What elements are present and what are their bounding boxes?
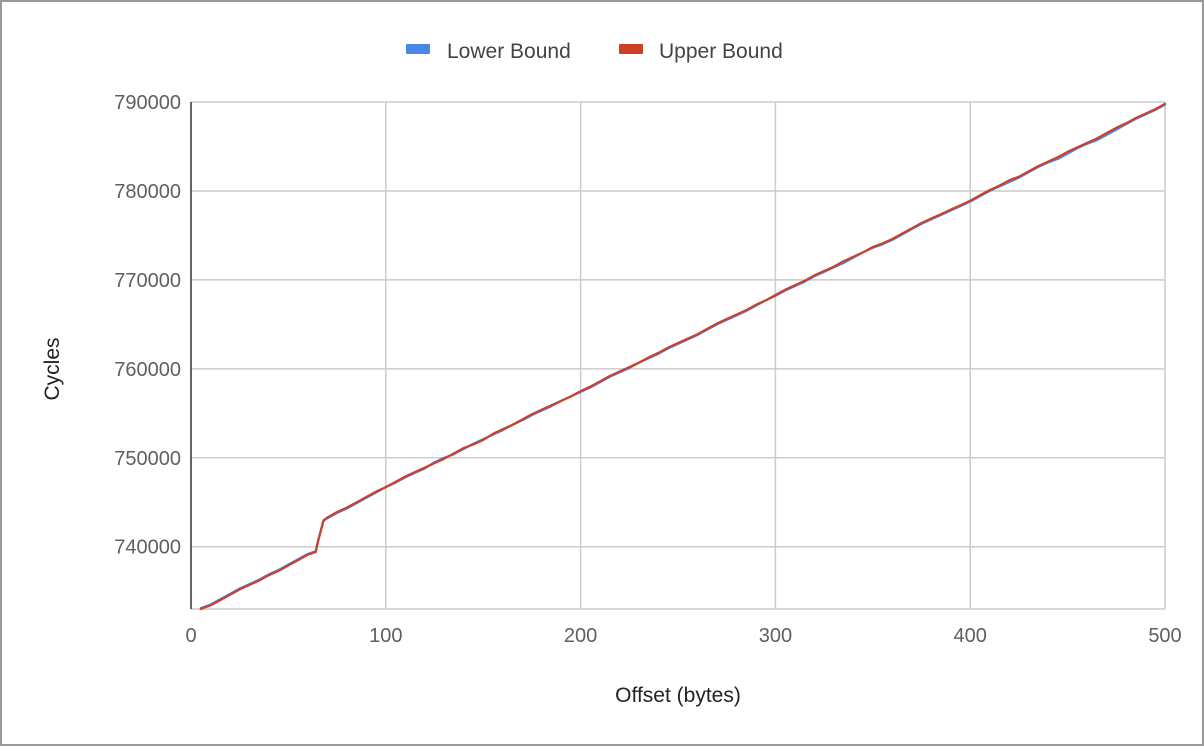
x-axis-title: Offset (bytes)	[615, 684, 741, 707]
y-tick-label: 770000	[114, 270, 181, 292]
x-tick-label: 400	[954, 625, 987, 647]
y-axis-title: Cycles	[41, 337, 64, 400]
legend-label: Upper Bound	[659, 40, 783, 63]
series-line-upper-bound	[199, 102, 1167, 611]
legend-label: Lower Bound	[447, 40, 571, 63]
legend: Lower Bound Upper Bound	[406, 40, 783, 63]
y-tick-label: 740000	[114, 537, 181, 559]
series-line-lower-bound	[199, 103, 1167, 610]
series-lines	[199, 102, 1167, 611]
axes: 740000 750000 760000 770000 780000 790000 0 100…	[114, 92, 1181, 647]
legend-swatch	[406, 44, 430, 54]
x-tick-label: 300	[759, 625, 792, 647]
x-tick-label: 100	[369, 625, 402, 647]
y-tick-label: 750000	[114, 448, 181, 470]
x-tick-label: 200	[564, 625, 597, 647]
y-tick-label: 760000	[114, 359, 181, 381]
legend-swatch	[619, 44, 643, 54]
x-tick-label: 0	[185, 625, 196, 647]
x-tick-label: 500	[1148, 625, 1181, 647]
grid	[191, 101, 1166, 610]
y-tick-label: 790000	[114, 92, 181, 114]
y-tick-label: 780000	[114, 181, 181, 203]
